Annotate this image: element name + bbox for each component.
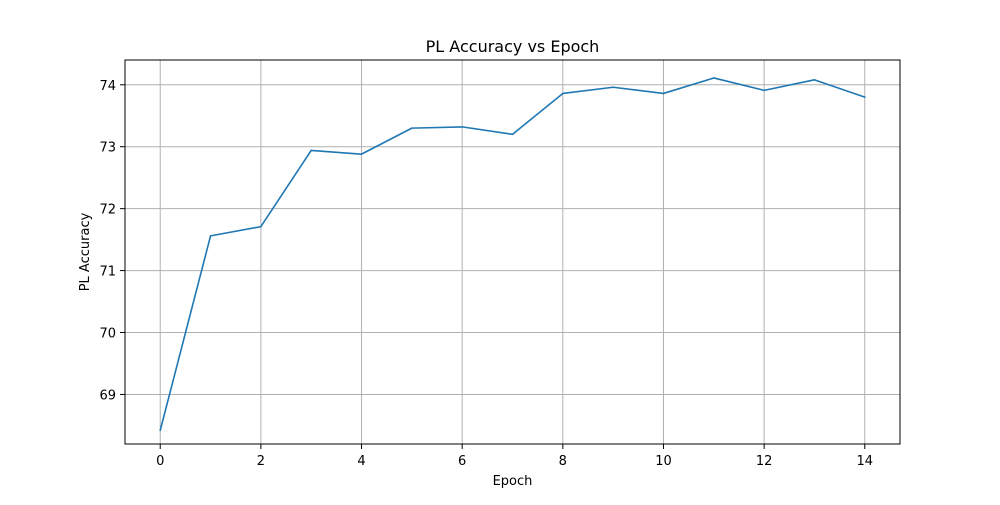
series-line [159, 77, 866, 431]
x-tick-label: 10 [655, 454, 672, 469]
y-tick-label: 73 [99, 141, 116, 156]
plot-frame [124, 59, 901, 445]
data-point [562, 92, 564, 95]
grid [125, 60, 900, 444]
chart-title: PL Accuracy vs Epoch [426, 37, 600, 56]
x-tick-label: 0 [156, 454, 164, 469]
data-point [713, 77, 715, 79]
x-tick-label: 4 [357, 454, 365, 469]
x-tick-label: 6 [458, 454, 466, 469]
x-tick-label: 12 [756, 454, 773, 469]
data-point [310, 149, 313, 152]
data-point [511, 133, 514, 136]
data-point [863, 96, 866, 98]
data-point [612, 86, 614, 89]
x-tick-label: 2 [257, 454, 265, 469]
data-point [209, 235, 212, 237]
x-tick-label: 8 [559, 454, 567, 469]
y-tick-label: 74 [99, 79, 116, 94]
data-point [763, 89, 765, 92]
data-point [461, 126, 463, 128]
data-point [662, 92, 665, 95]
y-tick-label: 69 [99, 388, 116, 403]
data-point [411, 127, 413, 129]
data-point [260, 225, 262, 228]
series-layer [159, 77, 866, 432]
data-point [360, 153, 363, 155]
x-tick-label: 14 [856, 454, 873, 469]
y-axis-label: PL Accuracy [78, 212, 93, 291]
x-axis-label: Epoch [493, 474, 533, 489]
y-tick-label: 71 [99, 265, 116, 280]
y-tick-label: 70 [99, 327, 116, 342]
data-point [159, 429, 162, 432]
y-tick-label: 72 [99, 203, 116, 218]
ticks: 0 2 4 6 8 10 12 14 69 70 71 72 73 74 [99, 79, 873, 469]
data-point [813, 79, 816, 81]
